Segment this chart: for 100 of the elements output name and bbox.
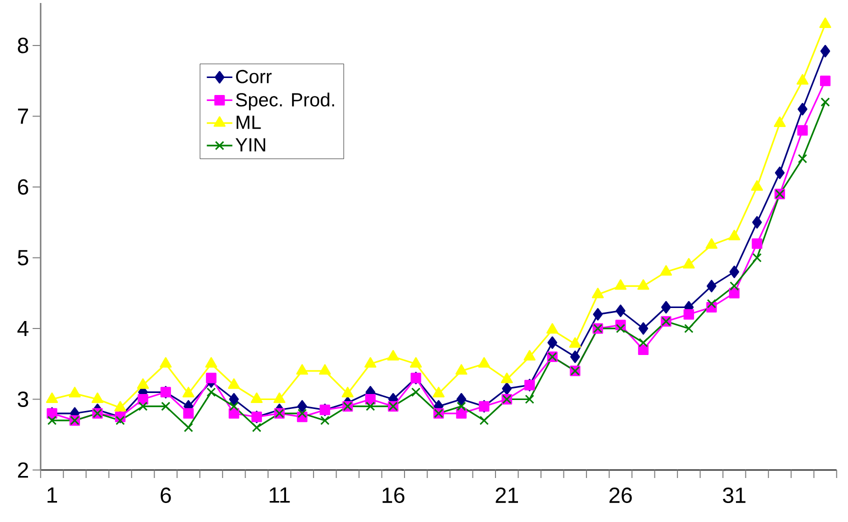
legend-label: Corr <box>236 70 272 84</box>
point <box>320 416 330 426</box>
point <box>411 388 421 397</box>
point <box>478 357 490 368</box>
point <box>456 402 466 411</box>
point <box>616 304 626 318</box>
point <box>614 279 627 290</box>
point <box>637 279 650 290</box>
point <box>138 394 148 404</box>
legend-label: Spec. Prod. <box>236 92 334 110</box>
point <box>729 288 740 298</box>
point <box>730 281 739 291</box>
point <box>682 258 695 269</box>
point <box>706 238 718 249</box>
point <box>570 350 580 364</box>
x-tick-label: 1 <box>48 488 58 503</box>
y-tick-label: 6 <box>18 179 28 195</box>
point <box>638 344 649 355</box>
point <box>116 416 125 426</box>
point <box>184 422 194 432</box>
point <box>296 364 308 375</box>
point <box>752 238 762 249</box>
point <box>228 378 240 389</box>
point <box>684 324 694 334</box>
point <box>68 386 81 398</box>
point <box>706 280 716 292</box>
y-tick-label: 4 <box>17 320 28 336</box>
x-tick-label: 21 <box>496 488 518 503</box>
point <box>229 392 239 406</box>
point <box>752 216 762 229</box>
y-tick-label: 3 <box>18 391 28 408</box>
point <box>318 364 331 375</box>
x-tick-label: 26 <box>609 488 632 504</box>
point <box>366 402 376 411</box>
x-tick-label: 11 <box>270 488 290 503</box>
point <box>410 357 422 368</box>
point <box>660 265 672 276</box>
point <box>161 402 170 411</box>
point <box>229 402 239 411</box>
point <box>524 350 536 361</box>
y-tick-label: 2 <box>18 462 28 478</box>
point <box>706 299 716 308</box>
y-tick-label: 7 <box>18 108 28 124</box>
point <box>205 357 218 368</box>
point <box>206 372 216 384</box>
point <box>456 392 466 406</box>
point <box>729 266 740 278</box>
x-tick-label: 16 <box>382 488 404 504</box>
point <box>228 408 240 419</box>
point <box>751 180 763 191</box>
point <box>546 323 558 334</box>
point <box>250 392 263 403</box>
x-tick-label: 31 <box>722 488 746 504</box>
point <box>432 386 445 398</box>
point <box>752 253 762 262</box>
point <box>298 408 307 418</box>
point <box>273 392 286 403</box>
point <box>796 74 808 85</box>
point <box>138 402 148 411</box>
legend-label: YIN <box>236 138 266 152</box>
point <box>797 125 808 136</box>
point <box>820 76 831 86</box>
point <box>182 386 194 398</box>
point <box>592 308 603 321</box>
y-tick-label: 8 <box>18 38 28 54</box>
point <box>342 386 354 398</box>
point <box>92 392 104 403</box>
point <box>569 337 582 348</box>
point <box>638 322 648 335</box>
point <box>46 392 58 403</box>
point <box>252 422 262 432</box>
point <box>500 372 513 384</box>
point <box>774 116 786 128</box>
point <box>455 364 468 375</box>
point <box>728 230 740 240</box>
point <box>774 166 785 180</box>
point <box>47 416 57 426</box>
y-tick-label: 5 <box>18 250 28 266</box>
point <box>820 44 830 58</box>
legend-label: ML <box>236 116 261 129</box>
point <box>387 350 400 361</box>
point <box>479 416 489 426</box>
point <box>820 97 830 107</box>
point <box>183 408 194 419</box>
point <box>502 382 512 395</box>
point <box>160 357 172 368</box>
point <box>819 17 832 28</box>
point <box>524 394 534 404</box>
point <box>798 102 808 116</box>
point <box>206 388 216 397</box>
point <box>798 154 808 164</box>
point <box>592 288 604 298</box>
x-tick-label: 6 <box>160 488 171 504</box>
point <box>638 338 648 348</box>
point <box>661 301 671 314</box>
point <box>297 400 308 413</box>
point <box>616 324 626 334</box>
point <box>547 336 558 349</box>
point <box>364 357 376 368</box>
point <box>456 408 467 419</box>
